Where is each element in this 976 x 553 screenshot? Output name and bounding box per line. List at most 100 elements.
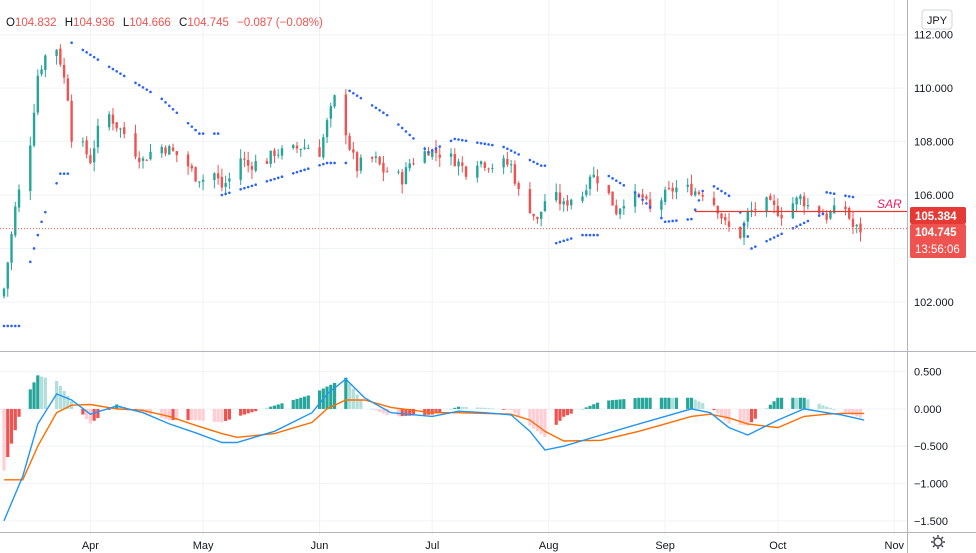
macd-tick-label: −1.500 [914, 516, 948, 528]
sar-dot [539, 164, 543, 167]
histogram-bar [843, 408, 848, 413]
price-candles [2, 44, 862, 299]
sar-dot [370, 104, 374, 107]
sar-dot [581, 233, 584, 237]
sar-dot [36, 233, 40, 237]
sar-dot [322, 162, 325, 166]
candle-body [254, 161, 257, 171]
candle-body [111, 114, 115, 124]
sar-dot [96, 58, 100, 61]
sar-dot [769, 238, 772, 241]
sar-dot [299, 169, 303, 173]
sar-dot [686, 218, 689, 221]
sar-dot [250, 184, 254, 188]
candle-body [412, 163, 415, 165]
candle-body [611, 191, 614, 206]
sar-dot [795, 225, 798, 228]
histogram-bar [212, 408, 216, 422]
histogram-bar [825, 406, 829, 409]
histogram-bar [66, 396, 70, 409]
sar-dot [243, 186, 246, 190]
candle-body [216, 173, 220, 179]
currency-button[interactable]: JPY [921, 9, 953, 30]
histogram-bar [190, 408, 194, 421]
candle-body [329, 106, 333, 119]
candle-body [780, 214, 783, 219]
sar-dot [329, 161, 333, 165]
sar-dot [476, 141, 479, 144]
histogram-bar [242, 408, 247, 415]
candle-body [663, 189, 667, 202]
macd-histogram [2, 375, 863, 471]
countdown-text: 13:56:06 [915, 244, 960, 256]
histogram-bar [633, 398, 637, 409]
histogram-bar [671, 397, 675, 409]
sar-dot [348, 89, 351, 93]
histogram-bar [641, 397, 645, 409]
sar-dots [2, 41, 855, 328]
candle-body [213, 173, 216, 180]
histogram-bar [791, 397, 795, 409]
candle-body [536, 216, 539, 220]
histogram-bar [727, 408, 731, 424]
histogram-bar [400, 408, 404, 417]
candle-body [720, 213, 723, 219]
sar-dot [291, 171, 295, 175]
sar-dot [506, 147, 509, 151]
candle-body [138, 157, 141, 163]
macd-tick-label: 0.000 [914, 404, 942, 416]
sar-dot [149, 90, 152, 94]
histogram-bar [265, 407, 269, 409]
sar-dot [693, 208, 697, 212]
candle-body [145, 159, 148, 161]
candle-body [344, 94, 348, 136]
candle-body [506, 159, 509, 165]
histogram-bar [595, 402, 600, 409]
histogram-bar [486, 408, 491, 409]
price-tick-label: 112.000 [914, 30, 953, 42]
candle-body [513, 164, 517, 184]
sar-dot [645, 202, 648, 205]
sar-dot [825, 191, 828, 194]
candle-body [397, 171, 400, 173]
candle-body [29, 145, 32, 192]
histogram-bar [847, 408, 851, 414]
price-tick-label: 102.000 [914, 297, 954, 309]
candle-body [14, 206, 17, 236]
sar-dot [615, 179, 618, 182]
sar-dot [32, 247, 36, 250]
candle-body [491, 167, 494, 169]
histogram-bar [453, 407, 457, 409]
histogram-bar [408, 408, 412, 416]
sar-dot [799, 223, 802, 227]
histogram-bar [430, 408, 434, 415]
histogram-bar [558, 408, 562, 421]
gear-icon[interactable] [931, 535, 945, 549]
sar-dot [712, 185, 716, 188]
candle-body [637, 193, 641, 196]
candle-body [675, 187, 678, 193]
sar-dot [427, 150, 430, 154]
candle-body [333, 95, 336, 107]
histogram-bar [614, 399, 618, 409]
histogram-bar [88, 408, 92, 424]
sar-dot [690, 217, 693, 221]
sar-dot [423, 147, 427, 151]
candle-body [615, 205, 618, 215]
candle-body [754, 208, 757, 210]
candle-body [382, 162, 385, 173]
sar-dot [438, 145, 442, 148]
histogram-bar [329, 384, 333, 409]
sar-dot [352, 91, 355, 95]
sar-dot [265, 179, 269, 183]
histogram-bar [456, 406, 461, 409]
candle-body [55, 49, 58, 57]
candle-body [539, 211, 543, 219]
candle-body [769, 195, 772, 200]
histogram-bar [610, 400, 615, 409]
sar-dot [134, 81, 137, 85]
sar-dot [588, 233, 592, 237]
